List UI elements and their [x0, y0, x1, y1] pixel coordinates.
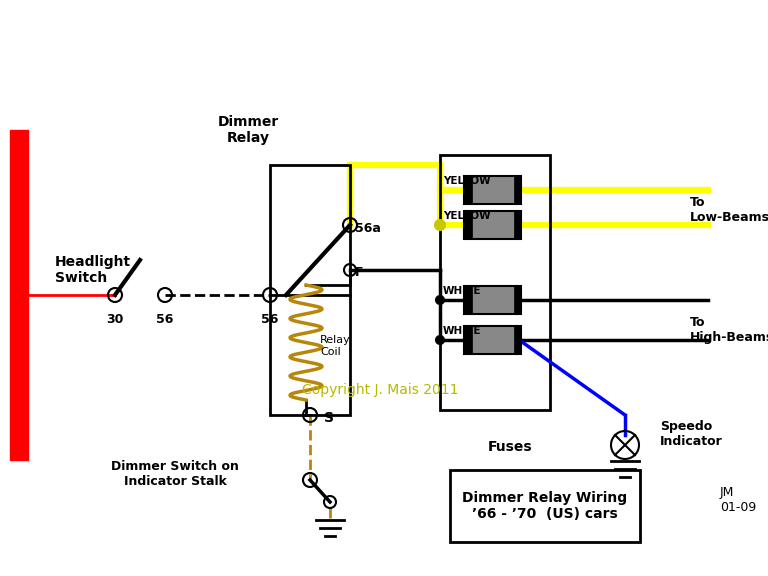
- Bar: [464, 176, 521, 204]
- Text: JM
01-09: JM 01-09: [720, 486, 756, 514]
- Text: 56: 56: [157, 313, 174, 326]
- Text: Speedo
Indicator: Speedo Indicator: [660, 420, 723, 448]
- Text: Dimmer
Relay: Dimmer Relay: [217, 115, 279, 145]
- Text: WHITE: WHITE: [443, 326, 482, 336]
- Text: To
High-Beams: To High-Beams: [690, 316, 768, 344]
- Bar: [464, 211, 472, 239]
- Bar: [464, 326, 521, 354]
- Bar: [440, 155, 550, 410]
- Bar: [514, 176, 521, 204]
- Text: WHITE: WHITE: [443, 286, 482, 296]
- Text: 56: 56: [261, 313, 279, 326]
- Text: Copyright J. Mais 2011: Copyright J. Mais 2011: [302, 383, 458, 397]
- Bar: [270, 165, 350, 415]
- Bar: [464, 326, 472, 354]
- Text: S: S: [324, 411, 334, 425]
- Text: YELLOW: YELLOW: [443, 211, 491, 221]
- Bar: [10, 130, 28, 460]
- Bar: [514, 211, 521, 239]
- Text: Dimmer Relay Wiring
’66 - ’70  (US) cars: Dimmer Relay Wiring ’66 - ’70 (US) cars: [462, 491, 627, 521]
- Text: Fuses: Fuses: [488, 440, 532, 454]
- Bar: [514, 326, 521, 354]
- Bar: [464, 176, 472, 204]
- Text: Dimmer Switch on
Indicator Stalk: Dimmer Switch on Indicator Stalk: [111, 460, 239, 488]
- Text: 56a: 56a: [355, 222, 381, 234]
- Text: To
Low-Beams: To Low-Beams: [690, 196, 768, 224]
- Text: Relay
Coil: Relay Coil: [320, 335, 351, 357]
- Circle shape: [436, 296, 444, 304]
- Bar: [450, 470, 640, 542]
- Circle shape: [436, 336, 444, 344]
- Bar: [464, 286, 472, 314]
- Text: F: F: [355, 267, 363, 279]
- Bar: [514, 286, 521, 314]
- Bar: [464, 211, 521, 239]
- Text: YELLOW: YELLOW: [443, 176, 491, 186]
- Circle shape: [435, 220, 445, 230]
- Text: 30: 30: [106, 313, 124, 326]
- Text: Headlight
Switch: Headlight Switch: [55, 255, 131, 285]
- Bar: [464, 286, 521, 314]
